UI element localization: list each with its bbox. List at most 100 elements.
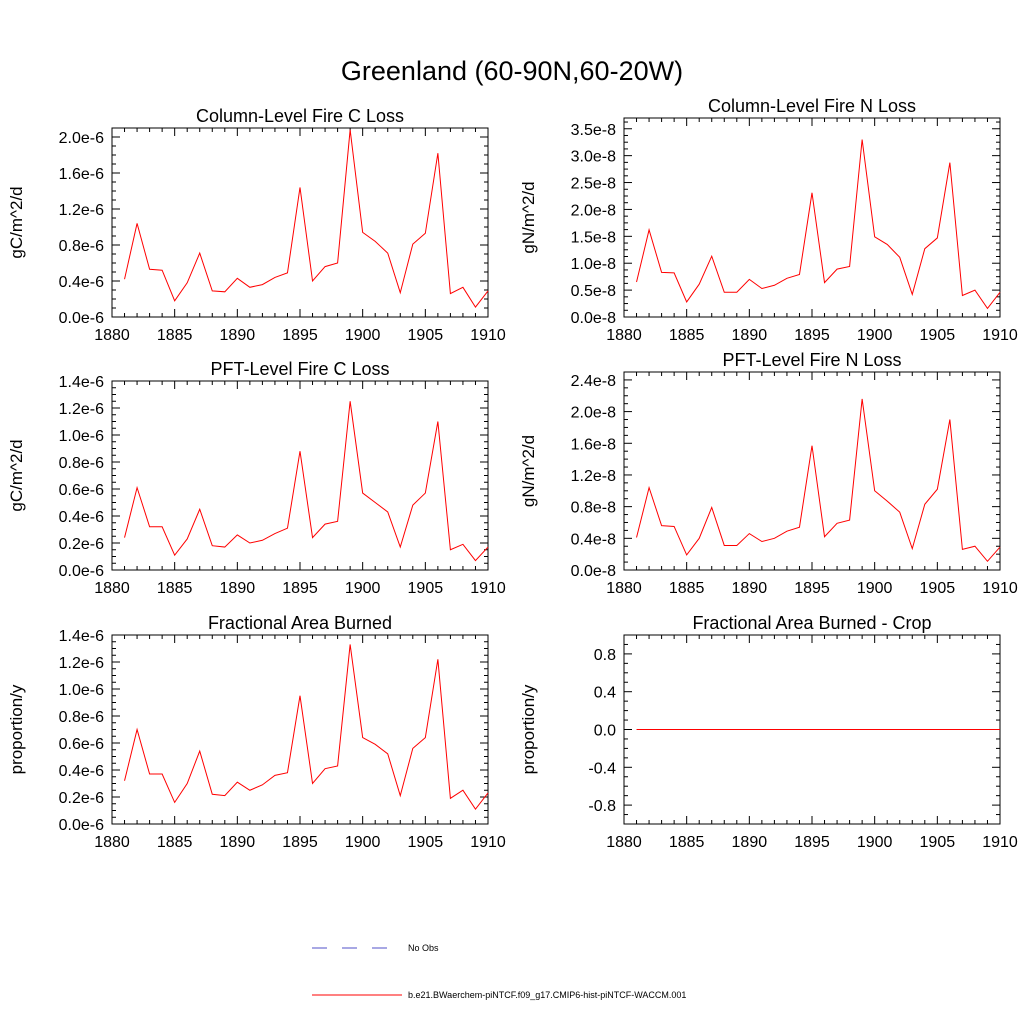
y-tick-label: 1.4e-6: [59, 628, 104, 645]
x-tick-label: 1900: [345, 580, 381, 597]
y-tick-label: -0.8: [588, 798, 616, 815]
x-tick-label: 1900: [345, 834, 381, 851]
panel-title: PFT-Level Fire N Loss: [722, 350, 901, 370]
y-tick-label: 2.0e-6: [59, 130, 104, 147]
y-tick-label: 0.8e-6: [59, 455, 104, 472]
y-axis-label: gC/m^2/d: [7, 439, 26, 511]
chart-panel-2: Column-Level Fire N Loss gN/m^2/d 1880 1885…: [519, 96, 1018, 344]
y-tick-label: 0.8e-8: [571, 500, 616, 517]
y-tick-label: 0.4e-6: [59, 274, 104, 291]
y-tick-label: 0.0e-6: [59, 563, 104, 580]
x-tick-label: 1900: [345, 327, 381, 344]
y-tick-label: 2.5e-8: [571, 176, 616, 193]
x-tick-label: 1885: [669, 834, 705, 851]
x-tick-label: 1880: [94, 834, 130, 851]
y-tick-label: 0.6e-6: [59, 482, 104, 499]
y-axis-label: gN/m^2/d: [519, 435, 538, 507]
x-tick-label: 1905: [920, 327, 956, 344]
y-tick-label: 1.0e-6: [59, 428, 104, 445]
y-tick-label: -0.4: [588, 760, 616, 777]
chart-panel-6: Fractional Area Burned - Crop proportion/…: [519, 613, 1018, 851]
x-tick-label: 1895: [794, 834, 830, 851]
x-tick-label: 1880: [94, 327, 130, 344]
x-tick-label: 1890: [220, 327, 256, 344]
x-tick-label: 1910: [982, 327, 1018, 344]
series-line-1: [636, 139, 1001, 310]
y-tick-label: 2.4e-8: [571, 373, 616, 390]
y-tick-label: 0.0e-6: [59, 310, 104, 327]
panel-title: Column-Level Fire C Loss: [196, 106, 404, 126]
y-tick-label: 0.4: [594, 685, 616, 702]
x-tick-label: 1890: [220, 834, 256, 851]
y-axis-label: proportion/y: [7, 684, 26, 774]
y-axis-label: gC/m^2/d: [7, 186, 26, 258]
chart-panel-3: PFT-Level Fire C Loss gC/m^2/d 1880 1885 189…: [7, 359, 506, 597]
y-tick-label: 0.0e-8: [571, 310, 616, 327]
x-tick-label: 1880: [606, 834, 642, 851]
chart-panel-4: PFT-Level Fire N Loss gN/m^2/d 1880 1885 189…: [519, 350, 1018, 597]
x-tick-label: 1890: [732, 580, 768, 597]
y-tick-label: 1.5e-8: [571, 229, 616, 246]
panel-title: Fractional Area Burned: [208, 613, 392, 633]
y-tick-label: 0.2e-6: [59, 790, 104, 807]
y-tick-label: 1.2e-6: [59, 655, 104, 672]
y-tick-label: 1.0e-8: [571, 256, 616, 273]
y-tick-label: 1.2e-8: [571, 468, 616, 485]
x-tick-label: 1910: [470, 834, 506, 851]
y-tick-label: 0.0e-6: [59, 817, 104, 834]
x-tick-label: 1895: [282, 327, 318, 344]
y-tick-label: 0.8e-6: [59, 238, 104, 255]
x-tick-label: 1910: [470, 580, 506, 597]
y-tick-label: 1.6e-8: [571, 436, 616, 453]
x-tick-label: 1885: [157, 327, 193, 344]
x-tick-label: 1895: [282, 834, 318, 851]
y-tick-label: 0.8: [594, 647, 616, 664]
y-axis-label: gN/m^2/d: [519, 181, 538, 253]
x-tick-label: 1905: [408, 580, 444, 597]
y-tick-label: 0.2e-6: [59, 536, 104, 553]
y-tick-label: 0.0: [594, 723, 616, 740]
y-tick-label: 0.6e-6: [59, 736, 104, 753]
legend-label-model: b.e21.BWaerchem-piNTCF.f09_g17.CMIP6-his…: [408, 990, 686, 1000]
series-line-1: [636, 398, 1001, 563]
y-tick-label: 0.5e-8: [571, 283, 616, 300]
x-tick-label: 1905: [920, 834, 956, 851]
y-tick-label: 2.0e-8: [571, 202, 616, 219]
x-tick-label: 1910: [982, 580, 1018, 597]
y-tick-label: 0.0e-8: [571, 563, 616, 580]
chart-panels: Column-Level Fire C Loss gC/m^2/d 1880 1885…: [7, 96, 1018, 851]
chart-panel-1: Column-Level Fire C Loss gC/m^2/d 1880 1885…: [7, 106, 506, 344]
x-tick-label: 1905: [408, 327, 444, 344]
panel-title: PFT-Level Fire C Loss: [210, 359, 389, 379]
y-tick-label: 0.4e-6: [59, 763, 104, 780]
figure-title: Greenland (60-90N,60-20W): [341, 56, 683, 86]
panel-title: Column-Level Fire N Loss: [708, 96, 916, 116]
x-tick-label: 1910: [470, 327, 506, 344]
x-tick-label: 1900: [857, 327, 893, 344]
x-tick-label: 1895: [794, 327, 830, 344]
x-tick-label: 1910: [982, 834, 1018, 851]
y-axis-label: proportion/y: [519, 684, 538, 774]
x-tick-label: 1890: [732, 327, 768, 344]
x-tick-label: 1885: [157, 834, 193, 851]
y-tick-label: 2.0e-8: [571, 405, 616, 422]
y-tick-label: 3.5e-8: [571, 122, 616, 139]
x-tick-label: 1885: [157, 580, 193, 597]
series-line-1: [124, 644, 489, 811]
chart-panel-5: Fractional Area Burned proportion/y 1880 18…: [7, 613, 506, 851]
x-tick-label: 1900: [857, 580, 893, 597]
plot-frame: [111, 634, 489, 825]
y-tick-label: 3.0e-8: [571, 149, 616, 166]
y-tick-label: 1.6e-6: [59, 166, 104, 183]
plot-frame: [111, 127, 489, 318]
x-tick-label: 1905: [920, 580, 956, 597]
series-line-1: [124, 129, 489, 308]
x-tick-label: 1905: [408, 834, 444, 851]
y-tick-label: 1.2e-6: [59, 401, 104, 418]
y-tick-label: 1.2e-6: [59, 202, 104, 219]
y-tick-label: 0.4e-6: [59, 509, 104, 526]
x-tick-label: 1895: [794, 580, 830, 597]
x-tick-label: 1900: [857, 834, 893, 851]
legend: No Obs b.e21.BWaerchem-piNTCF.f09_g17.CM…: [312, 943, 686, 1000]
